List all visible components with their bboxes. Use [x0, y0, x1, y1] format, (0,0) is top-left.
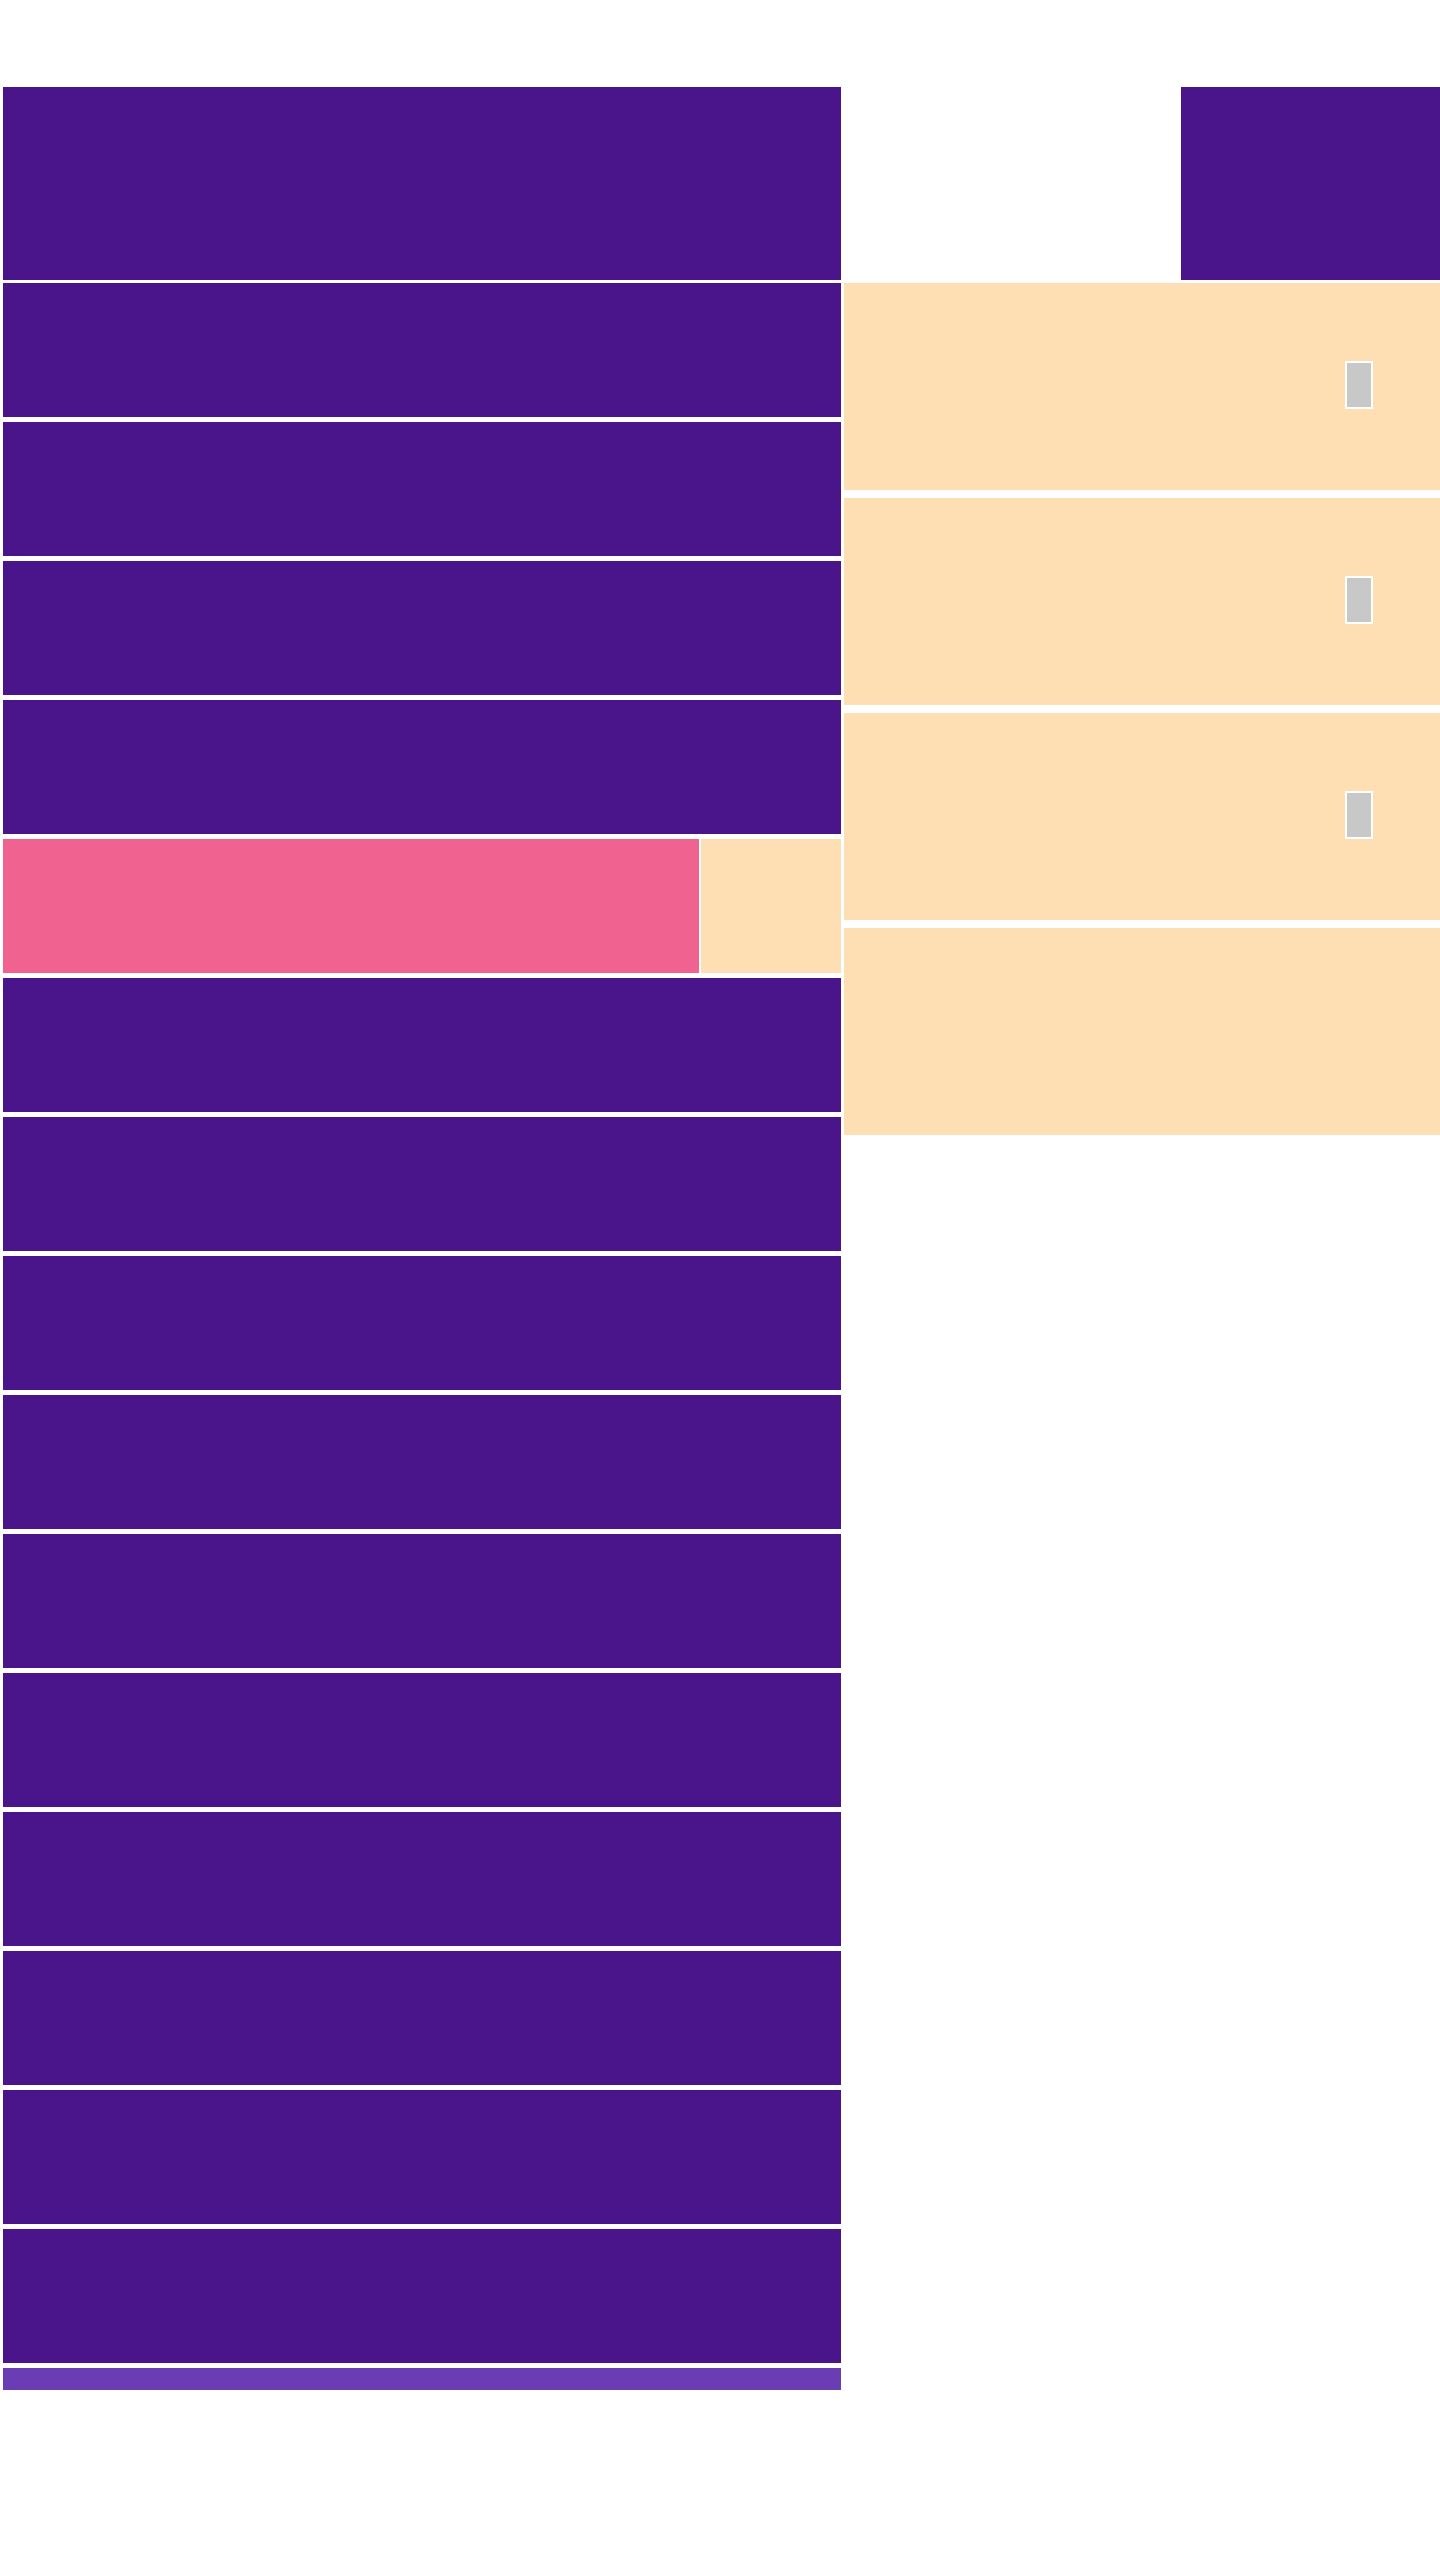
- list-row-14[interactable]: [3, 2229, 841, 2363]
- option-card-4[interactable]: [844, 928, 1440, 1135]
- list-row-8[interactable]: [3, 1395, 841, 1529]
- list-row-3[interactable]: [3, 561, 841, 695]
- progress-bar-fill: [3, 839, 701, 973]
- list-row-4[interactable]: [3, 700, 841, 834]
- progress-bar: [3, 839, 841, 973]
- list-row-7[interactable]: [3, 1256, 841, 1390]
- option-card-3[interactable]: [844, 713, 1440, 920]
- option-checkbox-1[interactable]: [1345, 361, 1373, 409]
- option-checkbox-3[interactable]: [1345, 791, 1373, 839]
- header-block-left: [3, 87, 841, 280]
- list-row-11[interactable]: [3, 1812, 841, 1946]
- list-row-5[interactable]: [3, 978, 841, 1112]
- list-row-2[interactable]: [3, 422, 841, 556]
- list-row-10[interactable]: [3, 1673, 841, 1807]
- list-row-6[interactable]: [3, 1117, 841, 1251]
- list-row-12[interactable]: [3, 1951, 841, 2085]
- list-row-9[interactable]: [3, 1534, 841, 1668]
- footer-strip: [3, 2368, 841, 2390]
- option-card-2[interactable]: [844, 498, 1440, 705]
- option-checkbox-2[interactable]: [1345, 576, 1373, 624]
- list-row-1[interactable]: [3, 283, 841, 417]
- option-card-1[interactable]: [844, 283, 1440, 490]
- list-row-13[interactable]: [3, 2090, 841, 2224]
- header-block-right: [1181, 87, 1440, 280]
